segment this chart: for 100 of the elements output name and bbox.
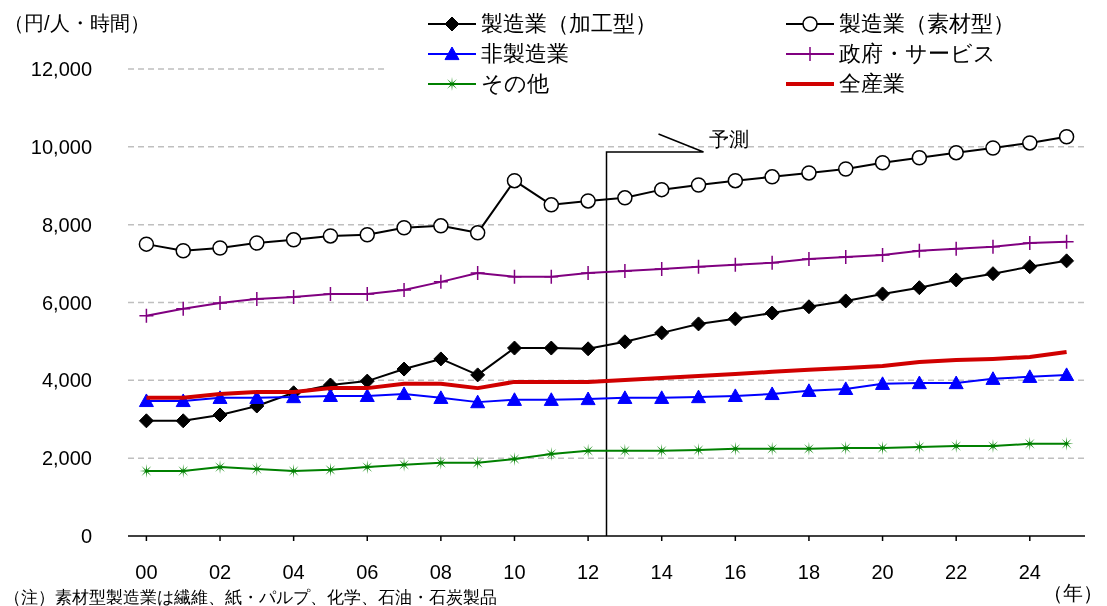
point [690, 258, 707, 275]
point [1022, 436, 1037, 451]
point [1059, 253, 1075, 269]
point [654, 325, 670, 341]
point [359, 388, 375, 402]
point [1022, 259, 1038, 275]
y-tick-label: 4,000 [41, 369, 92, 392]
point [690, 177, 707, 193]
point [727, 388, 743, 402]
legend-label: 製造業（素材型） [839, 11, 1015, 36]
point [580, 341, 596, 357]
x-tick-label: 10 [503, 561, 526, 583]
point [1022, 369, 1038, 383]
y-tick-label: 8,000 [41, 213, 92, 236]
point [469, 225, 486, 241]
point [506, 392, 522, 406]
point [875, 286, 891, 302]
point [543, 269, 560, 285]
point [727, 257, 744, 273]
point [617, 263, 633, 279]
point [691, 316, 707, 332]
text: （注）素材型製造業は繊維、紙・パルプ、化学、石油・石炭製品 [4, 588, 497, 606]
point [911, 242, 928, 259]
legend-label: その他 [481, 71, 549, 96]
point [654, 390, 670, 404]
x-tick-label: 16 [724, 561, 747, 583]
point [727, 172, 744, 189]
point [838, 249, 854, 265]
point [948, 241, 964, 257]
point [653, 261, 670, 277]
point [212, 407, 228, 423]
point [470, 367, 486, 383]
point [617, 390, 633, 404]
point [175, 300, 191, 317]
x-tick-label: 04 [282, 561, 305, 583]
point [1022, 135, 1038, 151]
y-tick-label: 12,000 [30, 58, 92, 80]
point [801, 299, 817, 315]
point [506, 269, 523, 285]
point [396, 361, 412, 377]
point [617, 334, 633, 350]
legend-label: 全産業 [839, 71, 905, 96]
point [617, 190, 633, 206]
point [727, 311, 743, 327]
point [138, 236, 155, 252]
point [580, 193, 596, 209]
point [285, 289, 302, 305]
y-tick-label: 6,000 [41, 291, 92, 314]
y-tick-label: 0 [80, 525, 92, 547]
point [543, 197, 560, 213]
point [433, 274, 449, 290]
point [948, 144, 964, 161]
point [543, 340, 559, 356]
x-tick-label: 24 [1018, 561, 1041, 583]
point [838, 381, 854, 395]
x-axis-title: （年） [1043, 582, 1103, 604]
point [1058, 128, 1075, 145]
point [1022, 235, 1038, 251]
y-axis-title: （円/人・時間） [4, 12, 150, 34]
point [322, 228, 339, 244]
legend-label: 非製造業 [481, 41, 569, 66]
point [506, 340, 522, 356]
x-tick-label: 20 [871, 561, 894, 583]
point [691, 389, 707, 404]
point [175, 413, 191, 429]
point [801, 165, 817, 181]
point [985, 140, 1001, 156]
x-tick-label: 18 [797, 561, 821, 583]
point [948, 375, 964, 390]
x-tick-label: 00 [135, 561, 158, 583]
point [911, 149, 928, 166]
x-tick-label: 06 [356, 561, 379, 583]
point [212, 295, 228, 311]
point [911, 375, 927, 390]
point [1059, 367, 1075, 381]
point [396, 386, 412, 401]
point [764, 255, 780, 271]
point [580, 265, 596, 281]
point [985, 266, 1001, 282]
point [838, 293, 854, 309]
y-tick-label: 10,000 [30, 135, 92, 158]
legend-label: 政府・サービス [839, 41, 996, 66]
point [212, 240, 228, 256]
x-tick-label: 12 [576, 561, 600, 583]
point [764, 386, 780, 401]
point [985, 239, 1001, 255]
x-tick-label: 22 [945, 561, 968, 583]
point [138, 393, 154, 408]
x-tick-label: 08 [429, 561, 452, 583]
point [948, 272, 964, 288]
point [801, 383, 817, 397]
point [985, 371, 1001, 385]
point [322, 388, 338, 402]
point [543, 392, 559, 406]
point [396, 282, 412, 298]
point [875, 376, 891, 390]
point [874, 247, 891, 263]
point [911, 280, 927, 296]
ref-line-label: 予測 [708, 128, 749, 150]
point [285, 232, 302, 248]
